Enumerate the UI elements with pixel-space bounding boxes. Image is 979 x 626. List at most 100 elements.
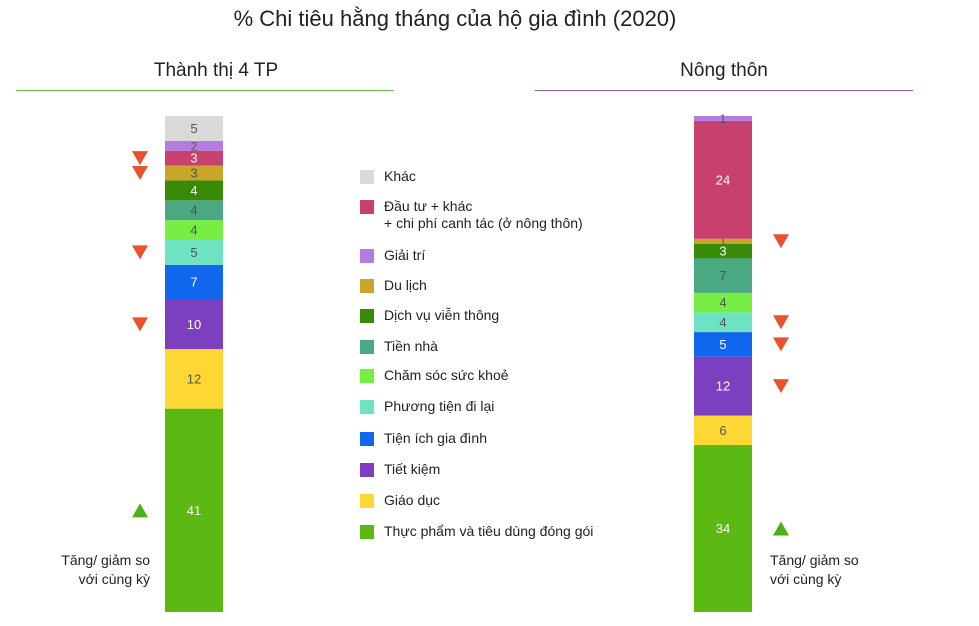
legend-item-cham_soc: Chăm sóc sức khoẻ [360,367,509,384]
data-label-vien_thong: 3 [719,244,726,259]
data-label-tien_ich: 5 [719,337,726,352]
data-label-vien_thong: 4 [190,183,197,198]
bar-segment-giao_duc [694,415,752,446]
data-label-tien_nha: 4 [190,203,197,218]
legend-item-giao_duc: Giáo dục [360,492,440,509]
legend-swatch [360,369,374,383]
panel-rule-rural [535,90,913,91]
trend-down-icon [773,234,789,249]
data-label-giai_tri: 2 [191,139,198,153]
data-label-tiet_kiem: 12 [716,379,730,394]
legend-label: Giáo dục [384,492,441,508]
trend-down-icon [132,151,148,166]
trend-note-urban: Tăng/ giảm so với cùng kỳ [61,552,150,587]
legend-item-tiet_kiem: Tiết kiệm [360,461,440,478]
chart-title: % Chi tiêu hằng tháng của hộ gia đình (2… [233,6,677,31]
legend-label: Đầu tư + khác + chi phí canh tác (ở nông… [384,198,583,231]
legend-label: Du lịch [384,277,427,293]
legend-label: Chăm sóc sức khoẻ [384,367,509,383]
legend-item-khac: Khác [360,168,416,185]
legend-item-thuc_pham: Thực phẩm và tiêu dùng đóng gói [360,523,593,540]
bar-segment-phuong_tien [694,312,752,333]
legend-label: Tiện ích gia đình [384,430,487,446]
legend-item-du_lich: Du lịch [360,277,427,294]
data-label-du_lich: 1 [720,235,727,249]
data-label-tiet_kiem: 10 [187,317,201,332]
data-label-thuc_pham: 34 [716,521,730,536]
bar-segment-tiet_kiem [165,299,223,350]
legend-label: Dịch vụ viễn thông [384,307,500,323]
bar-segment-tiet_kiem [694,356,752,416]
data-label-giai_tri: 1 [720,112,727,126]
legend-swatch [360,309,374,323]
bar-segment-tien_ich [165,264,223,300]
bar-segment-du_lich [165,165,223,181]
trend-up-icon [132,503,148,518]
bar-segment-dau_tu [165,150,223,166]
legend-swatch [360,494,374,508]
data-label-tien_ich: 7 [190,275,197,290]
bar-segment-vien_thong [165,180,223,201]
data-label-phuong_tien: 4 [719,315,726,330]
bar-segment-giao_duc [165,349,223,409]
data-label-giao_duc: 12 [187,371,201,386]
data-label-giao_duc: 6 [719,423,726,438]
trend-down-icon [773,315,789,330]
data-label-cham_soc: 4 [190,223,197,238]
legend-item-dau_tu: Đầu tư + khác + chi phí canh tác (ở nông… [360,198,583,232]
trend-note-rural: Tăng/ giảm so với cùng kỳ [770,552,859,587]
legend-label: Giải trí [384,247,426,263]
legend-label: Phương tiện đi lại [384,398,495,414]
legend-label: Tiền nhà [384,338,438,354]
legend-label: Tiết kiệm [384,461,441,477]
legend-swatch [360,463,374,477]
bar-segment-tien_nha [165,200,223,221]
legend-swatch [360,200,374,214]
trend-up-icon [773,521,789,536]
bar-segment-giai_tri [694,116,752,121]
data-label-khac: 5 [190,121,197,136]
bar-segment-du_lich [694,238,752,244]
data-label-dau_tu: 3 [190,151,197,166]
legend-swatch [360,249,374,263]
legend-item-vien_thong: Dịch vụ viễn thông [360,307,499,324]
trend-down-icon [132,245,148,260]
panel-title-rural: Nông thôn [680,60,768,81]
legend-item-giai_tri: Giải trí [360,247,425,264]
bar-segment-phuong_tien [165,240,223,265]
bar-segment-thuc_pham [694,445,752,612]
legend-swatch [360,432,374,446]
trend-down-icon [773,337,789,352]
bar-segment-cham_soc [165,220,223,240]
bar-segment-giai_tri [165,140,223,151]
legend-swatch [360,340,374,354]
data-label-cham_soc: 4 [719,295,726,310]
legend-label: Khác [384,168,416,184]
legend-swatch [360,170,374,184]
panel-title-urban: Thành thị 4 TP [153,60,279,81]
legend-swatch [360,525,374,539]
legend-label: Thực phẩm và tiêu dùng đóng gói [384,523,594,539]
data-label-du_lich: 3 [190,166,197,181]
bar-segment-khac [165,116,223,141]
legend-item-tien_ich: Tiện ích gia đình [360,430,487,447]
bar-segment-cham_soc [694,292,752,313]
trend-down-icon [132,166,148,181]
bar-segment-thuc_pham [165,408,223,612]
legend-item-tien_nha: Tiền nhà [360,338,438,355]
trend-down-icon [773,379,789,394]
data-label-phuong_tien: 5 [190,245,197,260]
data-label-thuc_pham: 41 [187,503,201,518]
bar-segment-dau_tu [694,120,752,239]
legend-item-phuong_tien: Phương tiện đi lại [360,398,494,415]
bar-segment-vien_thong [694,243,752,259]
data-label-dau_tu: 24 [716,172,730,187]
data-label-tien_nha: 7 [719,268,726,283]
bar-segment-tien_ich [694,332,752,357]
legend-swatch [360,279,374,293]
trend-down-icon [132,317,148,332]
panel-rule-urban [16,90,394,91]
bar-segment-tien_nha [694,258,752,293]
legend-swatch [360,400,374,414]
